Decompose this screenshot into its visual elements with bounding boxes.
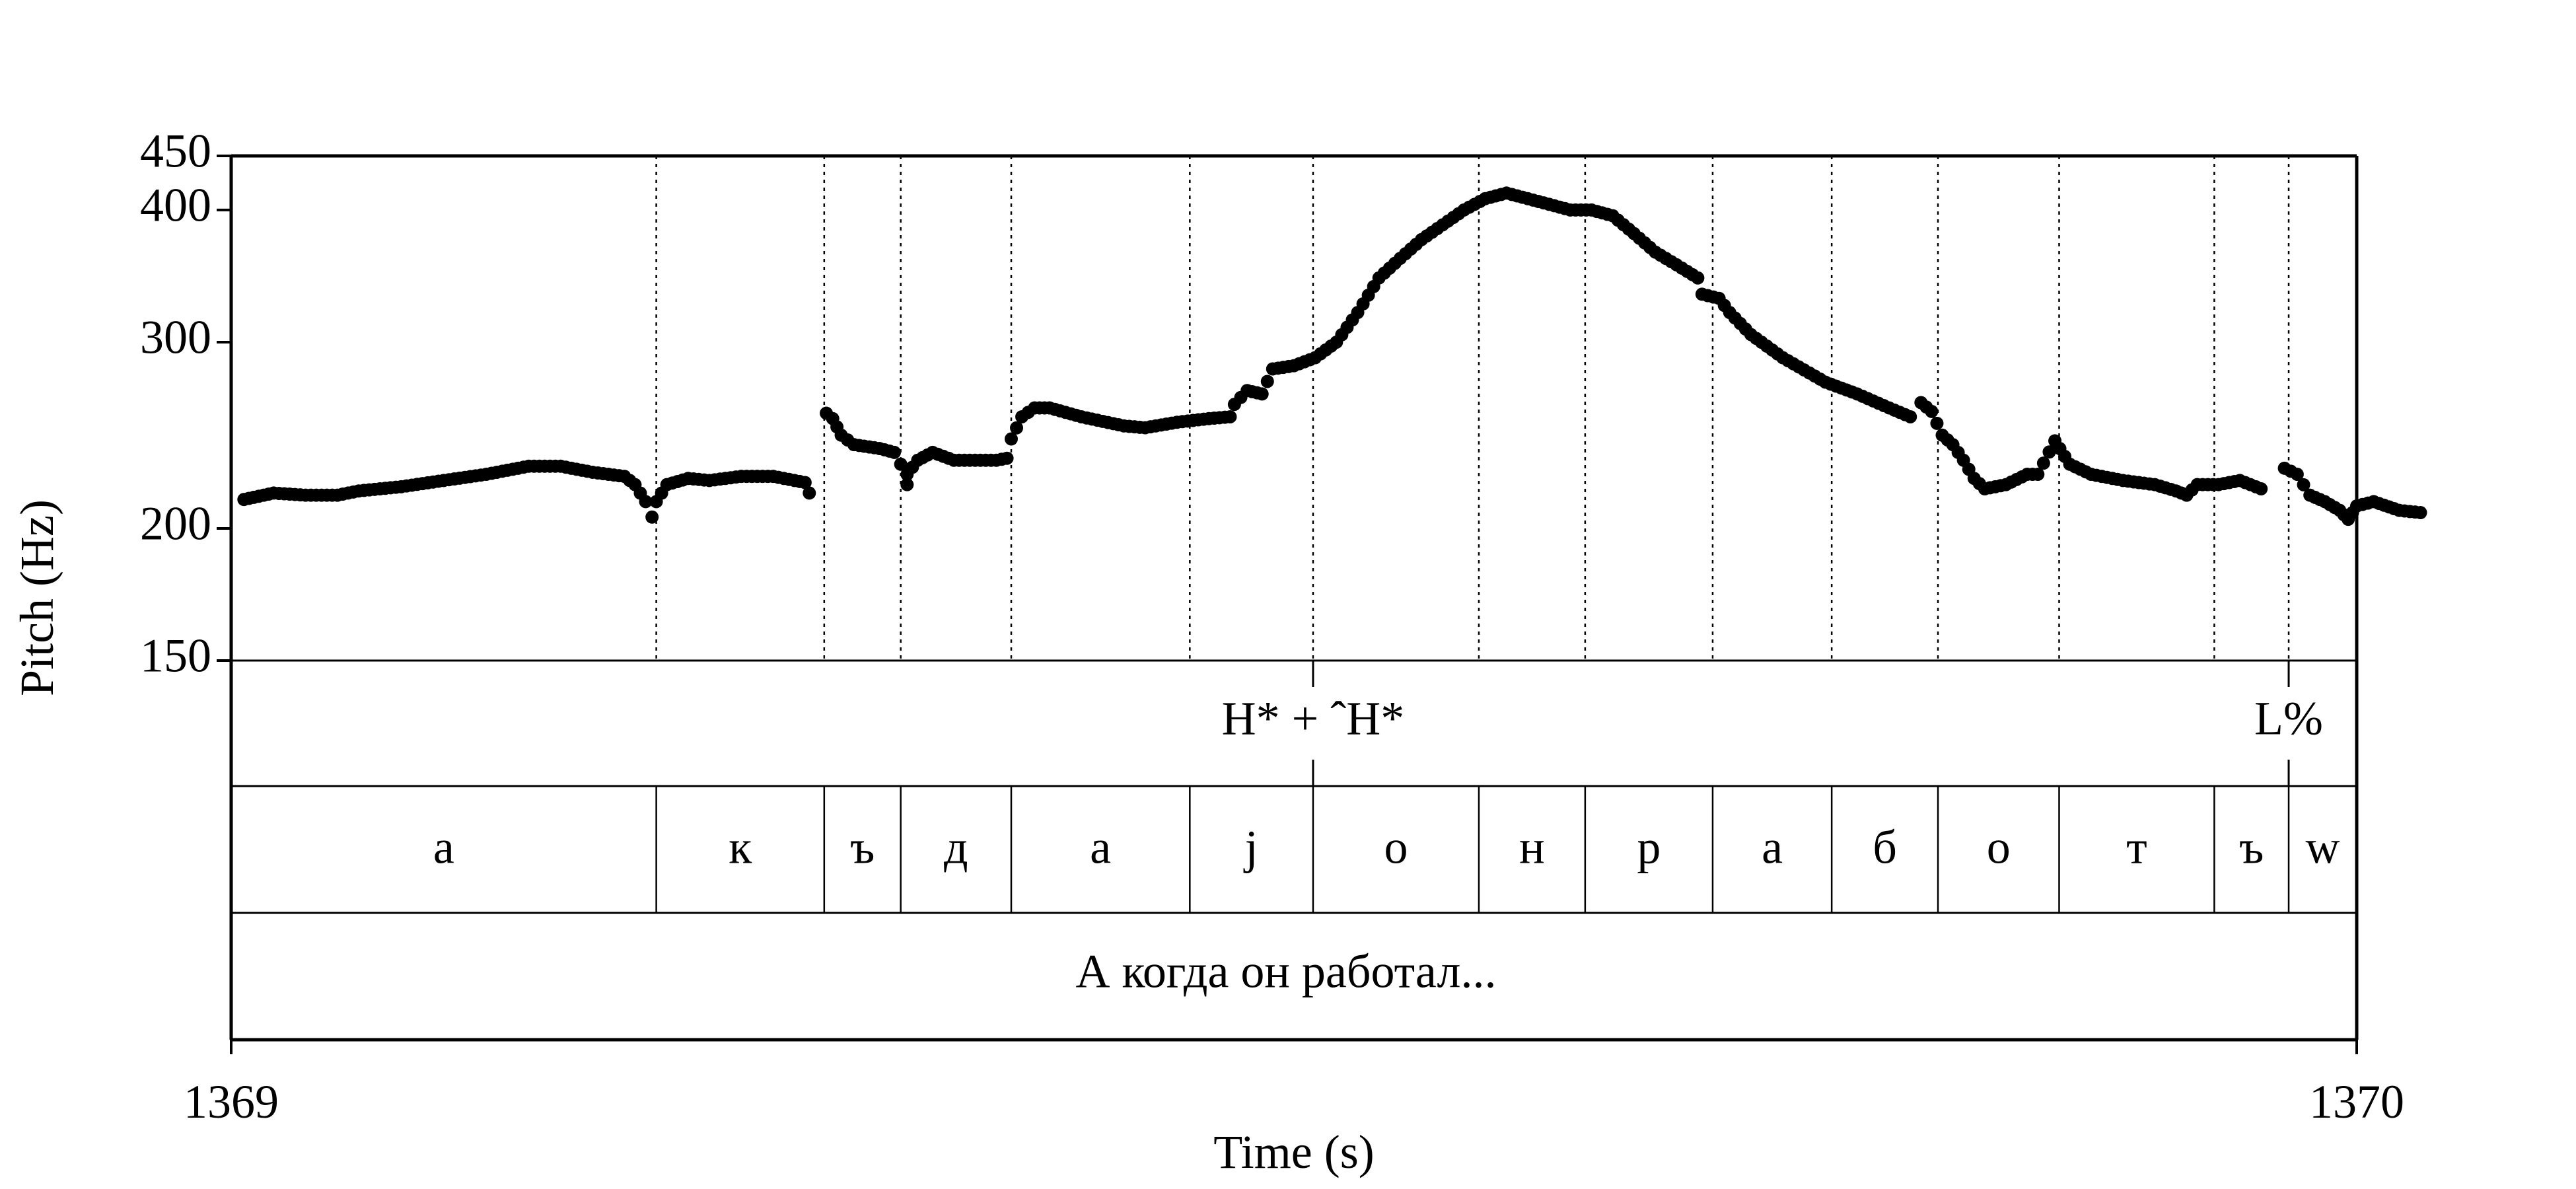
segment-label: а (1762, 821, 1783, 874)
pitch-point (798, 476, 812, 489)
segment-label: р (1637, 821, 1661, 874)
pitch-point (1691, 271, 1705, 285)
y-tick-label: 150 (140, 630, 211, 682)
pitch-point (2042, 445, 2056, 459)
y-axis-label: Pitch (Hz) (11, 499, 63, 696)
pitch-point (1260, 375, 1274, 388)
pitch-point (1255, 387, 1269, 401)
segment-label: б (1873, 821, 1897, 874)
pitch-point (1010, 421, 1024, 435)
segment-boundaries-dotted (655, 156, 2290, 661)
segment-label: а (1090, 821, 1111, 874)
segment-label: т (2126, 821, 2147, 874)
segment-label: о (1987, 821, 2011, 874)
pitch-point (1930, 416, 1944, 430)
pitch-point (888, 445, 902, 459)
pitch-point (1005, 432, 1019, 446)
segment-label: а (433, 821, 454, 874)
segment-label: ъ (850, 821, 875, 874)
pitch-point (2031, 468, 2045, 482)
x-axis-ticks: 1369 1370 (184, 1040, 2404, 1128)
y-tick-label: 400 (140, 178, 211, 231)
segment-label: к (729, 821, 752, 874)
y-tick-label: 300 (140, 310, 211, 363)
segment-label: j (1243, 821, 1258, 874)
segment-label: о (1384, 821, 1408, 874)
x-tick-label: 1369 (184, 1075, 279, 1128)
segment-label: н (1519, 821, 1545, 874)
pitch-point (900, 478, 914, 491)
tone-labels: H* + ˆH* L% (1222, 661, 2323, 786)
tone-label: L% (2254, 692, 2323, 745)
pitch-point (1223, 410, 1237, 423)
y-tick-label: 450 (140, 125, 211, 178)
pitch-point (2036, 456, 2050, 470)
x-tick-label: 1370 (2309, 1075, 2404, 1128)
pitch-point (803, 486, 816, 500)
pitch-point (2290, 468, 2304, 482)
pitch-points (237, 186, 2427, 526)
y-tick-label: 200 (140, 497, 211, 550)
pitch-point (2254, 482, 2268, 496)
pitch-point (894, 457, 908, 471)
pitch-point (1925, 404, 1939, 418)
segment-label: w (2306, 821, 2340, 874)
segment-boundaries-solid (655, 786, 2290, 913)
pitch-point (645, 510, 659, 524)
pitch-point (1904, 410, 1917, 423)
segment-label: ъ (2239, 821, 2264, 874)
pitch-point (639, 495, 653, 509)
segment-label: д (944, 821, 968, 874)
pitch-point (2414, 506, 2427, 520)
x-axis-label: Time (s) (1213, 1126, 1374, 1178)
tone-label: H* + ˆH* (1222, 692, 1405, 745)
pitch-point (1000, 451, 1014, 465)
sentence-label: А когда он работал... (1076, 945, 1497, 998)
pitch-point (2297, 478, 2310, 491)
